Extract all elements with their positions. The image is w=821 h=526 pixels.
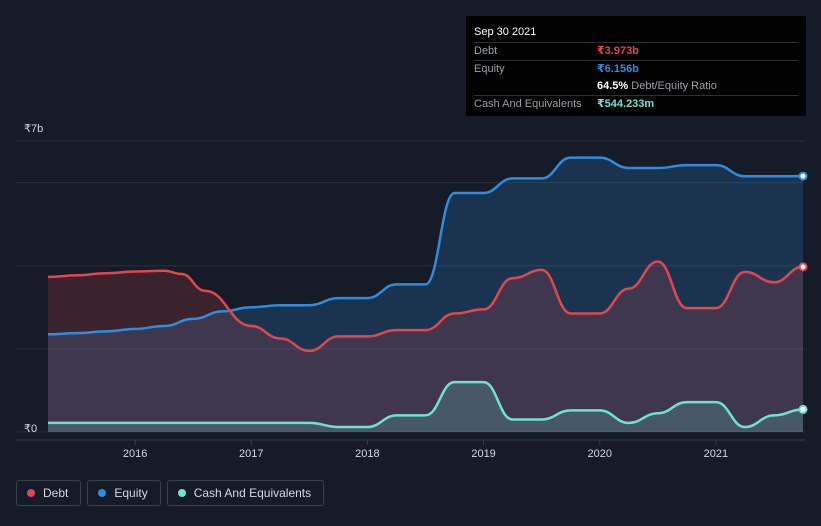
cash-end-marker — [798, 404, 808, 414]
cash-area — [48, 382, 803, 432]
tooltip-ratio-value: 64.5% Debt/Equity Ratio — [597, 78, 717, 95]
legend-item-debt[interactable]: Debt — [16, 480, 82, 506]
tooltip: Sep 30 2021 Debt ₹3.973b Equity ₹6.156b … — [466, 16, 806, 116]
legend-equity-label: Equity — [114, 486, 148, 500]
end-markers — [798, 171, 808, 414]
y-tick-label-zero: ₹0 — [24, 423, 37, 435]
x-tick-label-2020: 2020 — [587, 448, 611, 460]
equity-end-marker — [798, 171, 808, 181]
y-tick-label-max: ₹7b — [24, 123, 43, 135]
tooltip-equity-row: Equity ₹6.156b — [474, 60, 798, 78]
tooltip-ratio-number: 64.5% — [597, 80, 629, 92]
legend-item-cash[interactable]: Cash And Equivalents — [166, 480, 325, 506]
tooltip-debt-value: ₹3.973b — [597, 45, 639, 57]
grid-lines — [16, 140, 805, 441]
x-tick-label-2019: 2019 — [471, 448, 495, 460]
x-tick-label-2018: 2018 — [355, 448, 379, 460]
tooltip-equity-label: Equity — [474, 63, 505, 75]
x-tick-label-2021: 2021 — [704, 448, 728, 460]
tooltip-debt-row: Debt ₹3.973b — [474, 42, 798, 60]
equity-dot-icon — [98, 489, 107, 497]
tooltip-equity-value: ₹6.156b — [597, 63, 639, 75]
cash-line — [48, 380, 804, 429]
series-areas — [48, 157, 803, 432]
debt-area — [48, 261, 803, 432]
debt-end-marker — [798, 262, 808, 272]
tooltip-cash-label: Cash And Equivalents — [474, 98, 582, 110]
tooltip-cash-row: Cash And Equivalents ₹544.233m — [474, 95, 798, 113]
x-tick-label-2016: 2016 — [123, 448, 147, 460]
axes: ₹7b ₹0 2016 2017 2018 2019 2020 2021 — [24, 123, 728, 460]
debt-line — [47, 260, 804, 353]
legend-cash-label: Cash And Equivalents — [193, 486, 312, 500]
tooltip-ratio-row: 64.5% Debt/Equity Ratio — [474, 78, 798, 95]
tooltip-ratio-label: Debt/Equity Ratio — [631, 80, 717, 92]
legend-debt-label: Debt — [43, 486, 69, 500]
equity-line — [47, 156, 804, 336]
tooltip-debt-label: Debt — [474, 45, 498, 57]
cash-dot-icon — [177, 489, 186, 497]
equity-area — [48, 157, 803, 432]
series-lines — [47, 156, 804, 429]
tooltip-cash-value: ₹544.233m — [597, 98, 655, 110]
debt-dot-icon — [27, 489, 35, 497]
legend: Debt Equity Cash And Equivalents — [16, 480, 325, 508]
tooltip-date: Sep 30 2021 — [474, 26, 537, 38]
legend-item-equity[interactable]: Equity — [87, 480, 161, 506]
x-tick-label-2017: 2017 — [239, 448, 263, 460]
